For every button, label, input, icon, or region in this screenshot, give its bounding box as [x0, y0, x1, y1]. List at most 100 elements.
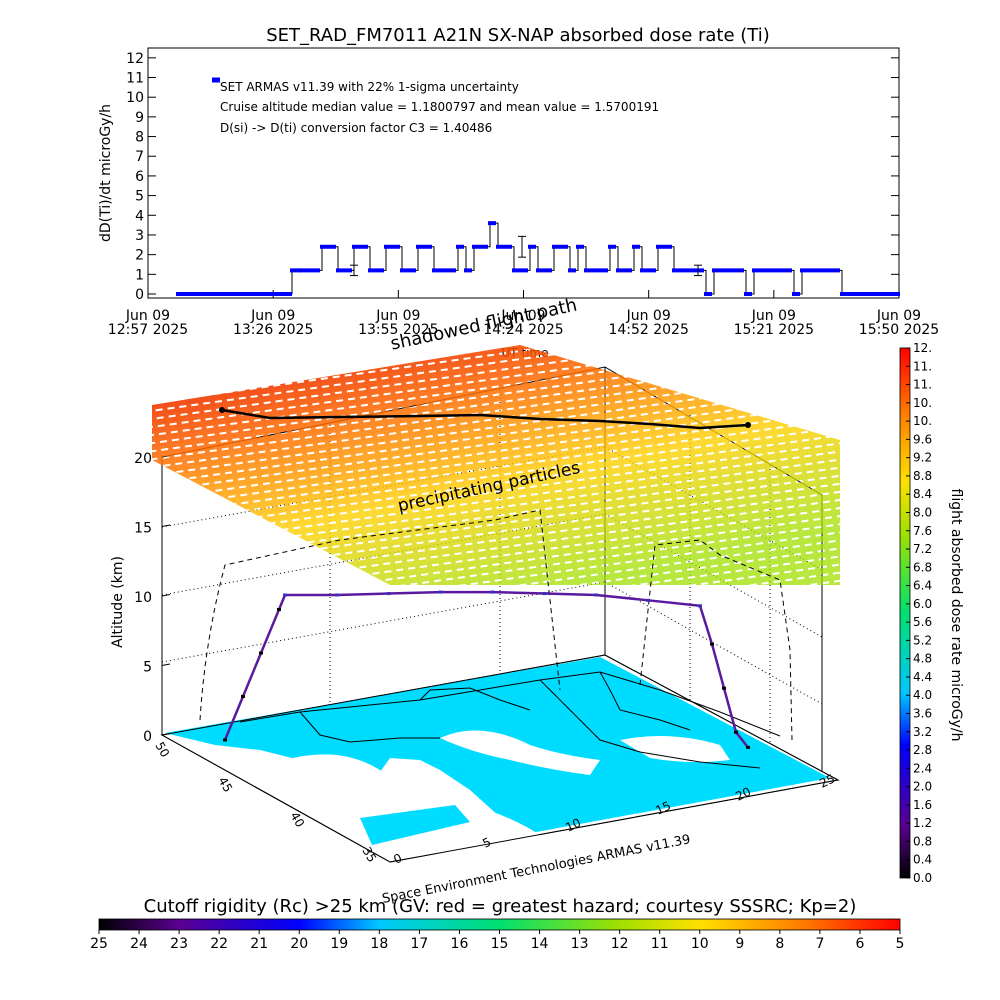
right-cbar-tick-label: 9.6	[913, 432, 932, 446]
data-point	[340, 268, 344, 273]
data-point	[180, 292, 184, 296]
y-tick-label: 5	[135, 189, 144, 205]
lon-tick-label: 15	[653, 799, 673, 818]
data-point	[228, 292, 232, 296]
flight-path-point	[241, 695, 245, 698]
x-tick-label-date: Jun 09	[500, 308, 545, 324]
data-point	[252, 292, 256, 296]
data-point	[880, 292, 884, 296]
bottom-cbar-tick-label: 20	[290, 936, 308, 952]
data-point	[584, 268, 588, 273]
right-cbar-tick-label: 7.6	[913, 524, 932, 538]
data-point	[290, 268, 294, 273]
data-point	[708, 292, 712, 296]
data-point	[748, 292, 752, 296]
data-point	[728, 268, 732, 273]
precipitation-field	[152, 345, 840, 585]
data-point	[568, 268, 572, 273]
data-point	[472, 244, 476, 249]
bottom-cbar-tick-label: 18	[370, 936, 388, 952]
series-line	[178, 222, 898, 295]
data-point	[240, 292, 244, 296]
data-point	[620, 268, 624, 273]
x-tick-label-time: 15:50 2025	[859, 322, 939, 338]
x-tick-label-time: 13:55 2025	[358, 322, 438, 338]
data-point	[200, 292, 204, 296]
data-point	[244, 292, 248, 296]
lat-tick-label: 50	[152, 740, 172, 760]
data-point	[532, 244, 536, 249]
bottom-cbar-tick-label: 8	[775, 936, 784, 952]
z-axis-ticks: 0 5 10 15 20	[134, 451, 171, 745]
data-point	[294, 268, 298, 273]
flight-path-point	[722, 686, 726, 690]
data-point	[844, 292, 848, 296]
data-point	[216, 292, 220, 296]
data-point	[376, 268, 380, 273]
data-point	[316, 268, 320, 273]
data-point	[804, 268, 808, 273]
data-point	[520, 268, 524, 273]
annotation-median: Cruise altitude median value = 1.1800797…	[220, 100, 659, 114]
data-point	[808, 268, 812, 273]
right-cbar-tick-label: 11.	[913, 378, 932, 392]
data-point	[892, 292, 896, 296]
bottom-colorbar	[98, 918, 901, 931]
data-point	[260, 292, 264, 296]
data-point	[192, 292, 196, 296]
data-point	[464, 268, 468, 273]
y-tick-label: 2	[135, 248, 144, 264]
bottom-cbar-tick-label: 15	[491, 936, 509, 952]
flight-path-point	[277, 608, 281, 611]
data-point	[720, 268, 724, 273]
data-point	[704, 292, 708, 296]
bottom-cbar-tick-label: 16	[451, 936, 469, 952]
bottom-cbar-tick-label: 10	[691, 936, 709, 952]
x-tick-label-date: Jun 09	[626, 308, 671, 324]
data-point	[640, 268, 644, 273]
data-point	[176, 292, 180, 296]
data-point	[612, 244, 616, 249]
data-point	[624, 268, 628, 273]
data-point	[656, 244, 660, 249]
lon-tick-label: 25	[817, 772, 837, 791]
data-point	[500, 244, 504, 249]
data-point	[636, 244, 640, 249]
data-point	[388, 244, 392, 249]
bottom-cbar-tick-label: 19	[330, 936, 348, 952]
right-cbar-tick-label: 12.	[913, 341, 932, 355]
data-point	[324, 244, 328, 249]
data-point	[864, 292, 868, 296]
data-point	[268, 292, 272, 296]
lat-tick-label: 35	[359, 845, 379, 865]
z-tick-label: 10	[134, 590, 152, 606]
flight-path-point	[746, 745, 750, 749]
x-tick-label-date: Jun 09	[751, 308, 796, 324]
data-point	[432, 268, 436, 273]
data-point	[420, 244, 424, 249]
bottom-cbar-tick-label: 11	[651, 936, 669, 952]
data-point	[360, 244, 364, 249]
y-tick-label: 11	[126, 71, 144, 87]
data-point	[732, 268, 736, 273]
data-point	[264, 292, 268, 296]
data-point	[600, 268, 604, 273]
right-cbar-tick-label: 3.6	[913, 707, 932, 721]
data-point	[560, 244, 564, 249]
right-cbar-tick-label: 10.	[913, 396, 932, 410]
flight-path-point	[334, 593, 339, 597]
data-point	[308, 268, 312, 273]
data-point	[552, 244, 556, 249]
shadow-end-point	[745, 422, 751, 428]
data-point	[332, 244, 336, 249]
chart-title: SET_RAD_FM7011 A21N SX-NAP absorbed dose…	[266, 25, 770, 46]
data-point	[684, 268, 688, 273]
data-point	[408, 268, 412, 273]
data-point	[528, 244, 532, 249]
data-point	[776, 268, 780, 273]
lon-tick-label: 20	[733, 785, 753, 804]
shadowed-flight-path	[221, 408, 749, 430]
data-point	[220, 292, 224, 296]
data-point	[284, 292, 288, 296]
